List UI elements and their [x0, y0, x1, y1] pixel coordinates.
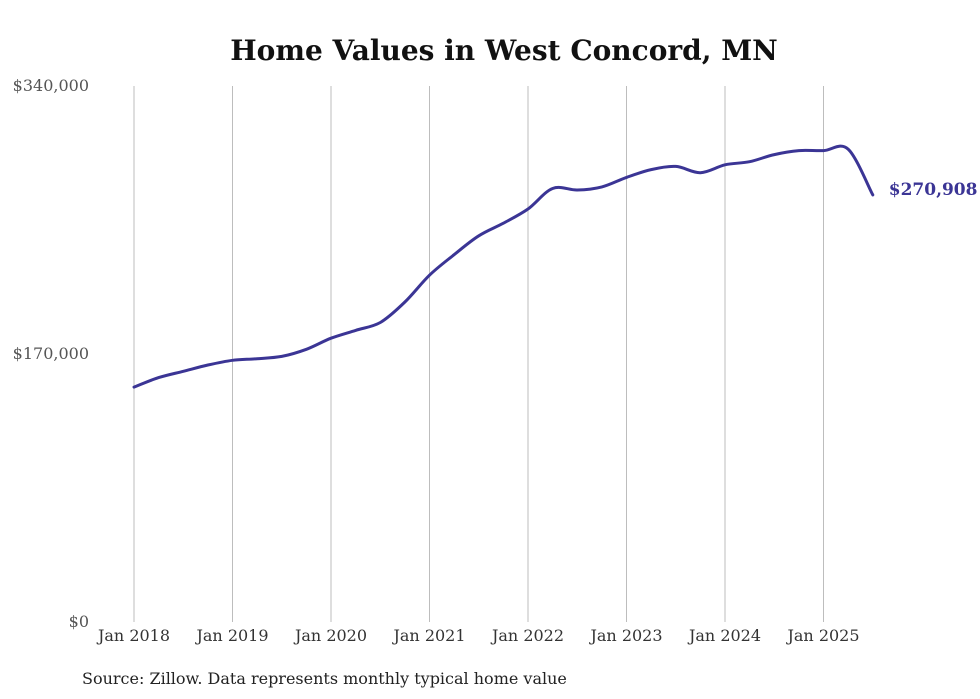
x-tick-label: Jan 2019 — [194, 626, 268, 645]
y-tick-labels: $0 $170,000 $340,000 — [13, 76, 89, 631]
x-tick-label: Jan 2018 — [96, 626, 170, 645]
y-tick-label: $170,000 — [13, 344, 89, 363]
x-tick-label: Jan 2020 — [293, 626, 367, 645]
x-tick-label: Jan 2021 — [391, 626, 465, 645]
x-tick-label: Jan 2025 — [785, 626, 859, 645]
y-tick-label: $0 — [69, 612, 89, 631]
x-tick-label: Jan 2023 — [588, 626, 662, 645]
chart-title: Home Values in West Concord, MN — [230, 34, 778, 67]
source-note: Source: Zillow. Data represents monthly … — [82, 669, 567, 688]
series-line — [132, 144, 875, 389]
x-gridlines — [133, 86, 824, 622]
x-tick-label: Jan 2024 — [687, 626, 761, 645]
end-value-label: $270,908 — [889, 180, 978, 200]
y-tick-label: $340,000 — [13, 76, 89, 95]
x-tick-labels: Jan 2018 Jan 2019 Jan 2020 Jan 2021 Jan 2022… — [96, 626, 860, 645]
x-tick-label: Jan 2022 — [490, 626, 564, 645]
